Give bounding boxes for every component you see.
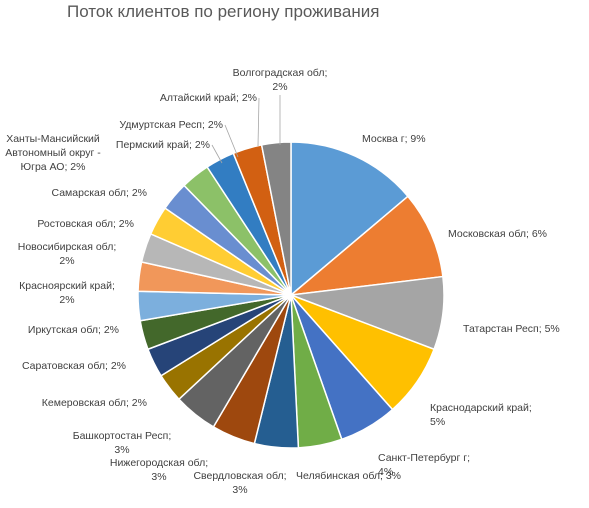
leader-line: [211, 144, 223, 164]
slice-label-line: Автономный округ -: [5, 147, 101, 159]
slice-label: Татарстан Респ; 5%: [463, 323, 560, 335]
slice-label-line: Пермский край; 2%: [116, 139, 210, 151]
slice-label-line: 4%: [378, 466, 393, 478]
slice-label: Ростовская обл; 2%: [37, 218, 134, 230]
chart-title: Поток клиентов по региону проживания: [67, 2, 380, 21]
slice-label-line: Свердловская обл;: [193, 470, 286, 482]
pie-slice: [290, 141, 409, 297]
slice-label-line: Ростовская обл; 2%: [37, 218, 134, 230]
slice-label-line: Татарстан Респ; 5%: [463, 323, 560, 335]
slice-label: Пермский край; 2%: [116, 139, 210, 151]
slice-label-line: 2%: [59, 294, 74, 306]
slice-label-line: Самарская обл; 2%: [52, 187, 147, 199]
slice-label-line: Челябинская обл; 3%: [296, 470, 401, 482]
slice-label: Москва г; 9%: [362, 133, 426, 145]
slice-label-line: Краснодарский край;: [430, 402, 532, 414]
slice-label-line: 5%: [430, 416, 445, 428]
slice-label: Волгоградская обл; 2%: [233, 67, 328, 93]
slice-label: Свердловская обл; 3%: [193, 470, 286, 496]
slice-label: Нижегородская обл; 3%: [110, 457, 208, 483]
slice-label: Московская обл; 6%: [448, 228, 547, 240]
leader-line: [224, 124, 239, 158]
leader-line: [257, 97, 260, 147]
slice-label-line: 3%: [232, 484, 247, 496]
slice-label-line: Волгоградская обл;: [233, 67, 328, 79]
slice-label: Челябинская обл; 3%: [296, 470, 401, 482]
slice-label: Удмуртская Респ; 2%: [119, 119, 223, 131]
slice-label: Алтайский край; 2%: [160, 92, 257, 104]
slice-label: Краснодарский край; 5%: [430, 402, 532, 428]
slice-label-line: Московская обл; 6%: [448, 228, 547, 240]
slice-label: Самарская обл; 2%: [52, 187, 147, 199]
slice-label-line: Саратовская обл; 2%: [22, 360, 126, 372]
slice-label: Ханты-Мансийский Автономный округ - Югра А…: [5, 133, 101, 173]
slice-labels: Москва г; 9% Московская обл; 6% Татарстан …: [5, 67, 560, 496]
leader-lines: [211, 95, 281, 164]
slice-label-line: Иркутская обл; 2%: [28, 324, 119, 336]
slice-label: Иркутская обл; 2%: [28, 324, 119, 336]
slice-label-line: Югра АО; 2%: [21, 161, 86, 173]
pie-slice: [260, 141, 292, 296]
slice-label-line: Алтайский край; 2%: [160, 92, 257, 104]
slice-label: Башкортостан Респ; 3%: [73, 430, 172, 456]
slice-label-line: Санкт-Петербург г;: [378, 452, 470, 464]
slice-label-line: Красноярский край;: [19, 280, 115, 292]
slice-label-line: 2%: [59, 255, 74, 267]
slice-label-line: 3%: [114, 444, 129, 456]
slice-label-line: Москва г; 9%: [362, 133, 426, 145]
slice-label-line: Новосибирская обл;: [18, 241, 117, 253]
slice-label-line: 2%: [272, 81, 287, 93]
slice-label-line: Удмуртская Респ; 2%: [119, 119, 223, 131]
slice-label-line: 3%: [151, 471, 166, 483]
slice-label-line: Башкортостан Респ;: [73, 430, 172, 442]
pie-slice: [288, 195, 444, 297]
pie-slices: [137, 141, 445, 449]
slice-label: Саратовская обл; 2%: [22, 360, 126, 372]
slice-label: Кемеровская обл; 2%: [42, 397, 147, 409]
slice-label-line: Кемеровская обл; 2%: [42, 397, 147, 409]
slice-label: Красноярский край; 2%: [19, 280, 115, 306]
slice-label: Новосибирская обл; 2%: [18, 241, 117, 267]
slice-label-line: Ханты-Мансийский: [6, 133, 100, 145]
slice-label: Санкт-Петербург г; 4%: [378, 452, 470, 478]
slice-label-line: Нижегородская обл;: [110, 457, 208, 469]
